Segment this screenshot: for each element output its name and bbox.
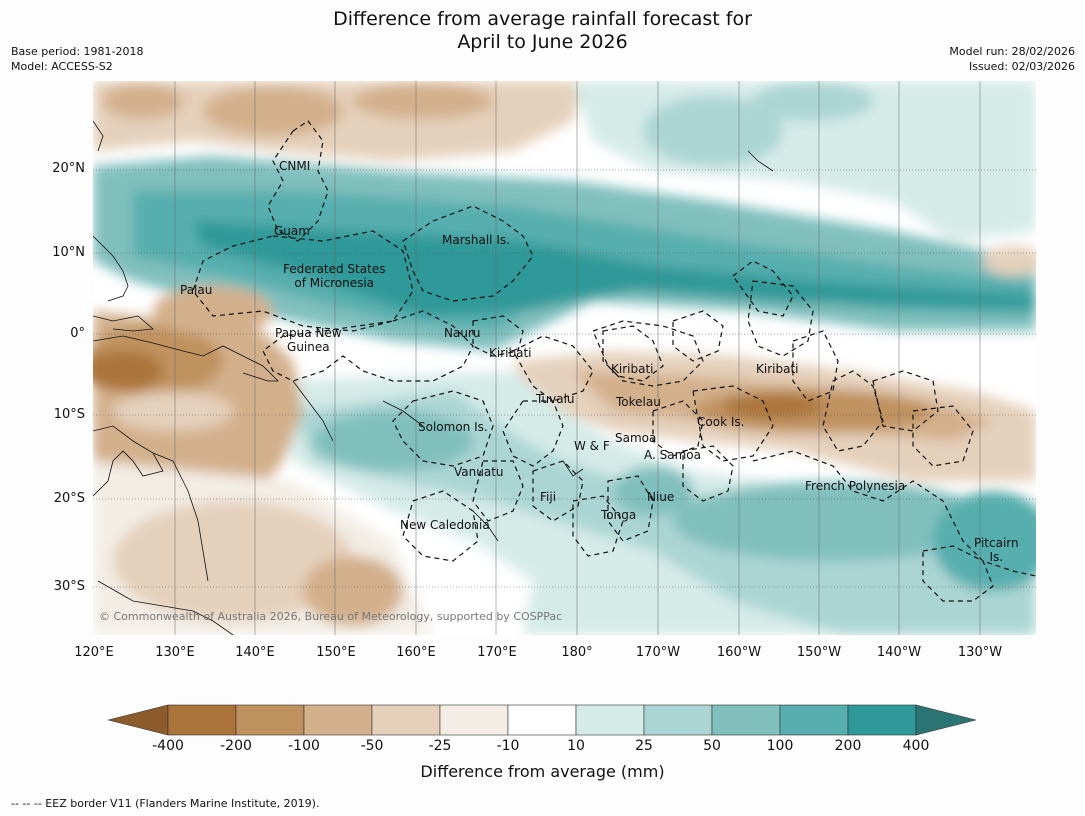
label-tokelau: Tokelau: [616, 395, 661, 409]
lon-label: 150°W: [784, 645, 854, 660]
colorbar-tick-label: 10: [546, 738, 606, 754]
lon-label: 150°E: [301, 645, 371, 660]
colorbar-segment: [576, 705, 644, 735]
lon-label: 170°W: [623, 645, 693, 660]
colorbar-over-arrow: [916, 705, 976, 735]
lon-label: 130°W: [945, 645, 1015, 660]
chart-title: Difference from average rainfall forecas…: [0, 8, 1085, 54]
colorbar-tick-label: -100: [274, 738, 334, 754]
colorbar-tick-label: -10: [478, 738, 538, 754]
label-new-caledonia: New Caledonia: [400, 518, 490, 532]
colorbar-segment: [508, 705, 576, 735]
colorbar-segment: [304, 705, 372, 735]
colorbar-label: Difference from average (mm): [0, 762, 1085, 781]
colorbar-segment: [712, 705, 780, 735]
label-niue: Niue: [647, 490, 674, 504]
colorbar-tick-label: 200: [818, 738, 878, 754]
colorbar-under-arrow: [108, 705, 168, 735]
model-name: Model: ACCESS-S2: [11, 59, 143, 74]
label-kiribati-east: Kiribati: [756, 362, 798, 376]
label-tonga: Tonga: [601, 508, 636, 522]
lon-label: 160°E: [381, 645, 451, 660]
label-pitcairn: Pitcairn Is.: [974, 536, 1019, 564]
colorbar-segment: [644, 705, 712, 735]
lat-label: 10°S: [49, 407, 85, 422]
label-palau: Palau: [180, 283, 212, 297]
colorbar-tick-label: -25: [410, 738, 470, 754]
rainfall-map: CNMI Guam Marshall Is. Federated States …: [93, 81, 1036, 635]
label-marshall: Marshall Is.: [442, 233, 510, 247]
label-nauru: Nauru: [444, 326, 480, 340]
base-period: Base period: 1981-2018: [11, 44, 143, 59]
lat-label: 20°S: [49, 491, 85, 506]
label-kiribati-west: Kiribati: [489, 346, 531, 360]
label-cook-islands: Cook Is.: [697, 415, 744, 429]
colorbar-tick-label: 100: [750, 738, 810, 754]
colorbar-segment: [440, 705, 508, 735]
lon-label: 170°E: [462, 645, 532, 660]
lon-label: 130°E: [140, 645, 210, 660]
lat-label: 0°: [49, 326, 85, 341]
label-png: Papua New Guinea: [275, 326, 342, 354]
map-svg: [93, 81, 1036, 635]
lon-label: 140°W: [864, 645, 934, 660]
colorbar-tick-label: -400: [138, 738, 198, 754]
label-wallis-futuna: W & F: [574, 439, 610, 453]
lon-label: 180°: [542, 645, 612, 660]
colorbar-tick-label: 25: [614, 738, 674, 754]
lat-label: 10°N: [49, 245, 85, 260]
label-kiribati-central: Kiribati: [611, 362, 653, 376]
lat-label: 20°N: [49, 161, 85, 176]
colorbar-segment: [168, 705, 236, 735]
label-tuvalu: Tuvalu: [536, 392, 575, 406]
meta-left: Base period: 1981-2018 Model: ACCESS-S2: [11, 44, 143, 74]
label-french-polynesia: French Polynesia: [805, 479, 905, 493]
colorbar-tick-label: 50: [682, 738, 742, 754]
colorbar: [108, 704, 978, 736]
label-american-samoa: A. Samoa: [644, 448, 701, 462]
lat-label: 30°S: [49, 579, 85, 594]
label-fiji: Fiji: [540, 490, 556, 504]
colorbar-segment: [236, 705, 304, 735]
label-samoa: Samoa: [615, 431, 656, 445]
colorbar-tick-label: 400: [886, 738, 946, 754]
colorbar-segment: [372, 705, 440, 735]
lon-label: 160°W: [704, 645, 774, 660]
colorbar-segment: [848, 705, 916, 735]
meta-right: Model run: 28/02/2026 Issued: 02/03/2026: [949, 44, 1075, 74]
colorbar-tick-label: -200: [206, 738, 266, 754]
lon-label: 120°E: [59, 645, 129, 660]
colorbar-tick-label: -50: [342, 738, 402, 754]
label-fsm: Federated States of Micronesia: [283, 262, 385, 290]
issued-date: Issued: 02/03/2026: [949, 59, 1075, 74]
colorbar-segment: [780, 705, 848, 735]
label-guam: Guam: [274, 224, 310, 238]
copyright-notice: © Commonwealth of Australia 2026, Bureau…: [99, 610, 562, 623]
lon-label: 140°E: [220, 645, 290, 660]
label-cnmi: CNMI: [279, 159, 310, 173]
eez-footnote: -- -- -- EEZ border V11 (Flanders Marine…: [11, 797, 319, 810]
model-run: Model run: 28/02/2026: [949, 44, 1075, 59]
label-solomon: Solomon Is.: [418, 420, 488, 434]
label-vanuatu: Vanuatu: [454, 465, 504, 479]
